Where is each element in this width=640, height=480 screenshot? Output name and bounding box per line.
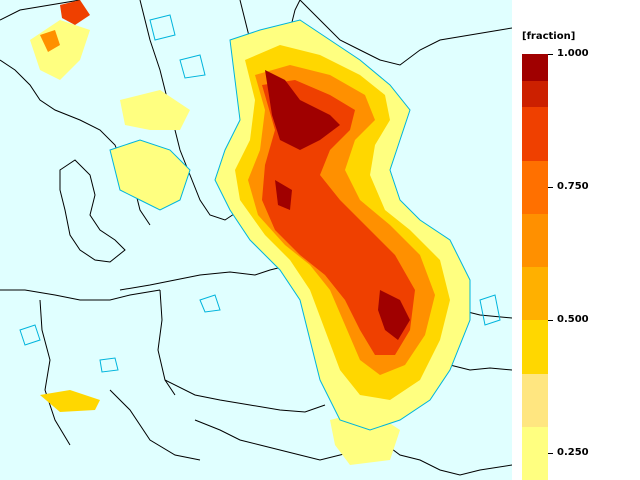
field-south-2 — [330, 410, 400, 465]
field-level-1c — [30, 20, 90, 80]
contour-main — [214, 19, 471, 431]
field-level-5 — [265, 70, 340, 150]
contour-lines — [19, 14, 501, 431]
germany-border — [0, 289, 201, 461]
colorbar-tick-label: 0.750 — [557, 181, 589, 193]
colorbar-band — [522, 426, 548, 480]
field-level-5c — [275, 180, 292, 210]
field-level-1b — [110, 140, 190, 210]
field-level-5b — [378, 290, 410, 340]
fraction-field-map — [0, 0, 512, 476]
denmark-coast — [59, 159, 126, 263]
colorbar-tick-label: 0.500 — [557, 314, 589, 326]
field-norway — [60, 0, 90, 25]
colorbar-tick-mark — [548, 320, 553, 322]
contour-scattered-2 — [149, 14, 501, 326]
colorbar-band — [522, 320, 548, 374]
contour-scattered-1 — [19, 294, 221, 373]
fraction-field — [30, 0, 470, 465]
colorbar-band — [522, 54, 548, 81]
legend-unit-label: [fraction] — [522, 31, 576, 42]
colorbar-tick-label: 0.250 — [557, 447, 589, 459]
russia-border — [299, 0, 512, 66]
field-south-1 — [40, 390, 100, 412]
map-panel[interactable] — [0, 0, 512, 480]
colorbar-band — [522, 213, 548, 267]
colorbar-band — [522, 107, 548, 161]
colorbar-tick-label: 1.000 — [557, 48, 589, 59]
field-level-1d — [120, 90, 190, 130]
colorbar-band — [522, 373, 548, 427]
colorbar — [522, 54, 548, 480]
colorbar-tick-mark — [548, 187, 553, 189]
sweden-coast — [139, 0, 241, 221]
contour-west — [109, 139, 191, 211]
colorbar-band — [522, 160, 548, 214]
colorbar-tick-mark — [548, 453, 553, 455]
colorbar-band — [522, 80, 548, 108]
field-norway-2 — [40, 30, 60, 52]
colorbar-band — [522, 267, 548, 321]
colorbar-tick-mark — [548, 54, 553, 55]
